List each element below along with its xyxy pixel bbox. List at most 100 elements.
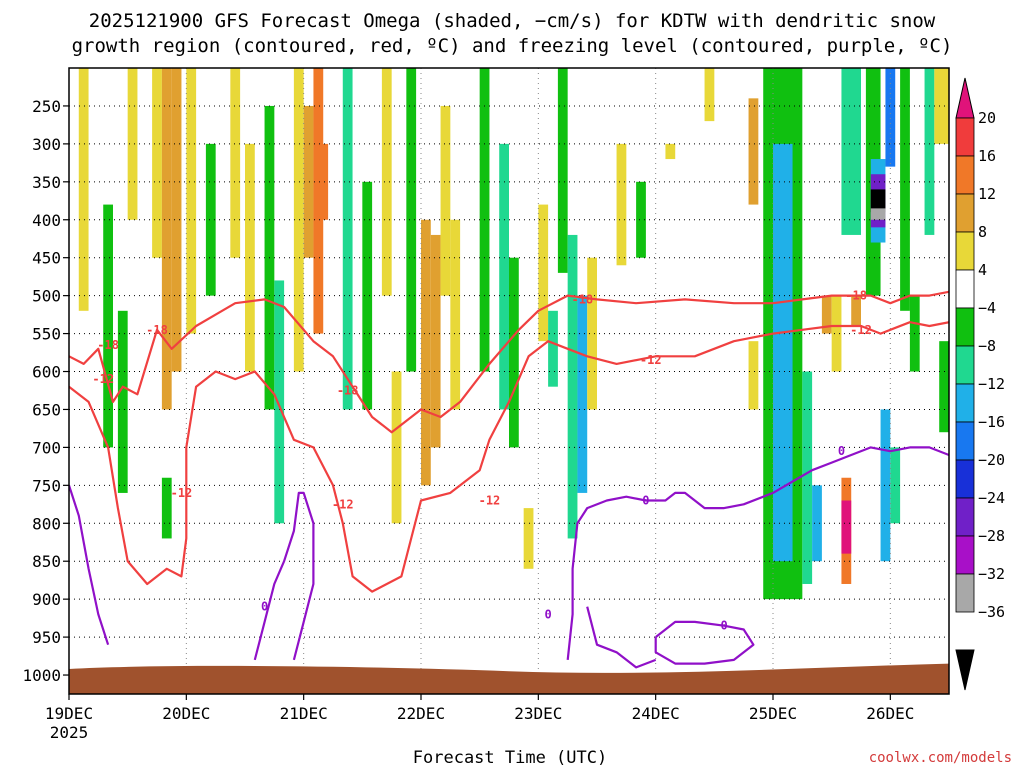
- y-tick-label: 700: [32, 438, 61, 457]
- colorbar-label: −36: [978, 603, 1005, 621]
- colorbar-band: [955, 193, 975, 233]
- omega-cell: [303, 105, 314, 258]
- omega-cell: [773, 143, 793, 562]
- contour-label: -18: [146, 323, 168, 337]
- y-tick-label: 550: [32, 325, 61, 344]
- omega-cell: [870, 189, 886, 213]
- omega-cell: [440, 105, 451, 296]
- omega-cell: [665, 143, 676, 160]
- omega-cell: [802, 371, 813, 584]
- omega-cell: [230, 68, 241, 258]
- y-tick-label: 500: [32, 287, 61, 306]
- omega-cell: [557, 68, 568, 273]
- omega-cell: [821, 295, 832, 334]
- omega-cell: [509, 257, 519, 448]
- freezing-level-contour: [566, 446, 949, 661]
- omega-cell: [406, 68, 417, 372]
- omega-cell: [870, 208, 886, 220]
- colorbar-label: −20: [978, 451, 1005, 469]
- omega-cell: [851, 295, 861, 326]
- omega-cell: [342, 68, 353, 410]
- omega-cell: [391, 371, 402, 524]
- colorbar-label: −32: [978, 565, 1005, 583]
- omega-cell: [186, 68, 197, 334]
- contour-label: 0: [642, 494, 649, 508]
- colorbar: 20 16 12 8 4 −4 −8 −12 −16 −20 −24 −28 −32 −36: [955, 77, 1005, 691]
- colorbar-band: [955, 345, 975, 385]
- omega-cell: [900, 68, 910, 311]
- dgz-contour-line: [69, 321, 949, 593]
- x-tick-label: 25DEC: [749, 704, 797, 723]
- omega-cell: [103, 204, 113, 448]
- colorbar-band: [955, 307, 975, 347]
- contour-labels: -18 -18 -18 -18 -18 -12 -12 -12 -12 -12 -12 0 0 0 0 0: [92, 289, 871, 633]
- x-axis: 19DEC 20DEC 21DEC 22DEC 23DEC 24DEC 25DEC 26DEC: [45, 694, 914, 723]
- terrain-fill: [69, 663, 949, 694]
- colorbar-band: [955, 421, 975, 461]
- omega-cell: [381, 68, 392, 296]
- y-tick-label: 850: [32, 552, 61, 571]
- omega-cell: [362, 181, 373, 410]
- y-tick-label: 950: [32, 628, 61, 647]
- x-axis-title: Forecast Time (UTC): [413, 748, 607, 768]
- omega-cell: [127, 68, 138, 220]
- freezing-level-contour: [69, 484, 110, 646]
- contour-label: 0: [544, 607, 551, 621]
- chart-title-line-1: 2025121900 GFS Forecast Omega (shaded, −…: [89, 10, 936, 32]
- omega-cell: [812, 485, 822, 562]
- colorbar-label: 20: [978, 109, 996, 127]
- freezing-level-contour: [586, 606, 657, 669]
- colorbar-label: −8: [978, 337, 996, 355]
- dgz-contour-line: [69, 290, 949, 434]
- omega-cell: [430, 234, 441, 448]
- contour-label: -12: [640, 353, 662, 367]
- y-tick-label: 600: [32, 363, 61, 382]
- y-tick-label: 800: [32, 514, 61, 533]
- credit-link[interactable]: coolwx.com/models: [869, 750, 1012, 766]
- plot-frame: [68, 67, 950, 695]
- x-tick-label: 19DEC: [45, 704, 93, 723]
- omega-cell: [831, 295, 842, 372]
- colorbar-label: 4: [978, 261, 987, 279]
- omega-shading: [78, 68, 949, 600]
- colorbar-band: [955, 459, 975, 499]
- omega-cell: [636, 181, 646, 258]
- y-tick-label: 300: [32, 135, 61, 154]
- omega-cell: [499, 143, 509, 410]
- y-tick-label: 350: [32, 173, 61, 192]
- freezing-level-contour: [253, 491, 315, 661]
- omega-cell: [171, 68, 182, 372]
- omega-cell: [880, 409, 891, 562]
- omega-cell: [934, 68, 949, 144]
- omega-cell: [704, 68, 715, 122]
- colorbar-label: 12: [978, 185, 996, 203]
- contour-label: -12: [171, 486, 193, 500]
- omega-cell: [78, 68, 89, 311]
- contours: [69, 290, 949, 669]
- omega-cell: [841, 68, 861, 235]
- y-axis: 250 300 350 400 450 500 550 600 650 700 750 800 850 9…: [22, 97, 69, 685]
- contour-label: -18: [571, 292, 593, 306]
- omega-cell: [450, 219, 461, 410]
- y-tick-label: 750: [32, 476, 61, 495]
- omega-cell: [924, 68, 935, 235]
- colorbar-label: −16: [978, 413, 1005, 431]
- omega-cell: [890, 447, 901, 524]
- colorbar-band: [955, 535, 975, 575]
- x-tick-label: 22DEC: [397, 704, 445, 723]
- colorbar-band: [955, 269, 975, 309]
- omega-cell: [577, 295, 588, 493]
- omega-cell: [161, 68, 172, 410]
- colorbar-label: 16: [978, 147, 996, 165]
- omega-cell: [523, 508, 534, 569]
- chart-title-line-2: growth region (contoured, red, ºC) and f…: [72, 35, 953, 57]
- colorbar-band: [955, 573, 975, 613]
- omega-cell: [538, 204, 549, 342]
- contour-label: 0: [838, 444, 845, 458]
- colorbar-band: [955, 155, 975, 195]
- contour-label: -12: [332, 497, 354, 511]
- omega-cell: [885, 68, 896, 167]
- colorbar-label: −24: [978, 489, 1005, 507]
- contour-label: -18: [97, 338, 119, 352]
